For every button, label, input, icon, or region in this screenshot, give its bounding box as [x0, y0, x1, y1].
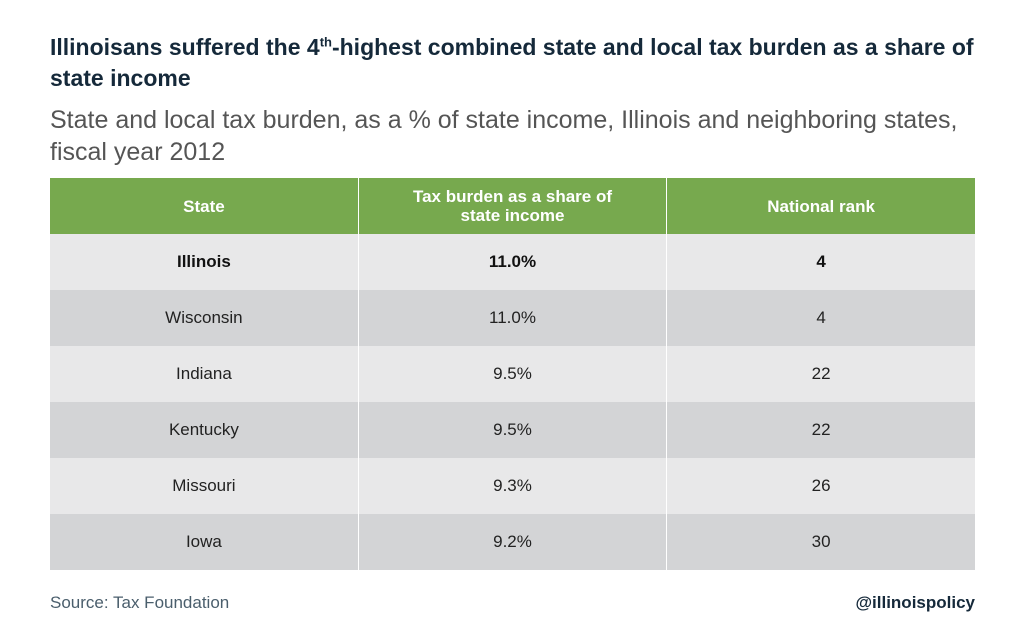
subtitle: State and local tax burden, as a % of st… [50, 106, 958, 166]
column-header: Tax burden as a share of state income [357, 178, 667, 234]
table-row: Indiana 9.5% 22 [50, 346, 975, 402]
table: State Tax burden as a share of state inco… [50, 178, 975, 570]
title: Illinoisans suffered the 4th-highest com… [50, 32, 990, 94]
table-cell: 22 [666, 402, 975, 458]
table-header: State Tax burden as a share of state inco… [50, 178, 975, 234]
table-row: Iowa 9.2% 30 [50, 514, 975, 570]
table-cell: 9.5% [357, 402, 667, 458]
table-cell: 22 [666, 346, 975, 402]
table-row: Missouri 9.3% 26 [50, 458, 975, 514]
table-cell: 4 [666, 290, 975, 346]
header-row: State Tax burden as a share of state inco… [50, 178, 975, 234]
table-cell: 9.3% [357, 458, 667, 514]
handle: @illinoispolicy [855, 593, 975, 612]
table-cell: Missouri [50, 458, 359, 514]
table-cell: 26 [666, 458, 975, 514]
table-body: Illinois 11.0% 4 Wisconsin 11.0% 4 Indiana 9.5%… [50, 234, 975, 570]
source: Source: Tax Foundation [50, 593, 230, 612]
table-row: Wisconsin 11.0% 4 [50, 290, 975, 346]
table-cell: Illinois [50, 234, 359, 290]
table-cell: 30 [666, 514, 975, 570]
table-cell: 11.0% [357, 234, 667, 290]
title-text: Illinoisans suffered the 4 [50, 34, 320, 60]
table-cell: 11.0% [357, 290, 667, 346]
table-cell: Kentucky [50, 402, 359, 458]
table-cell: 4 [666, 234, 975, 290]
table-row: Illinois 11.0% 4 [50, 234, 975, 290]
column-header: National rank [666, 178, 975, 234]
table-row: Kentucky 9.5% 22 [50, 402, 975, 458]
column-header-text: Tax burden as a share of state income [412, 187, 612, 225]
column-header: State [50, 178, 359, 234]
title-superscript: th [319, 34, 332, 50]
table-cell: Wisconsin [50, 290, 359, 346]
table-cell: 9.2% [357, 514, 667, 570]
column-header-text: National rank [767, 196, 875, 216]
title-text: -highest combined state and local tax bu… [50, 34, 974, 91]
table-cell: Indiana [50, 346, 359, 402]
table-cell: Iowa [50, 514, 359, 570]
table-cell: 9.5% [357, 346, 667, 402]
column-header-text: State [183, 196, 225, 216]
